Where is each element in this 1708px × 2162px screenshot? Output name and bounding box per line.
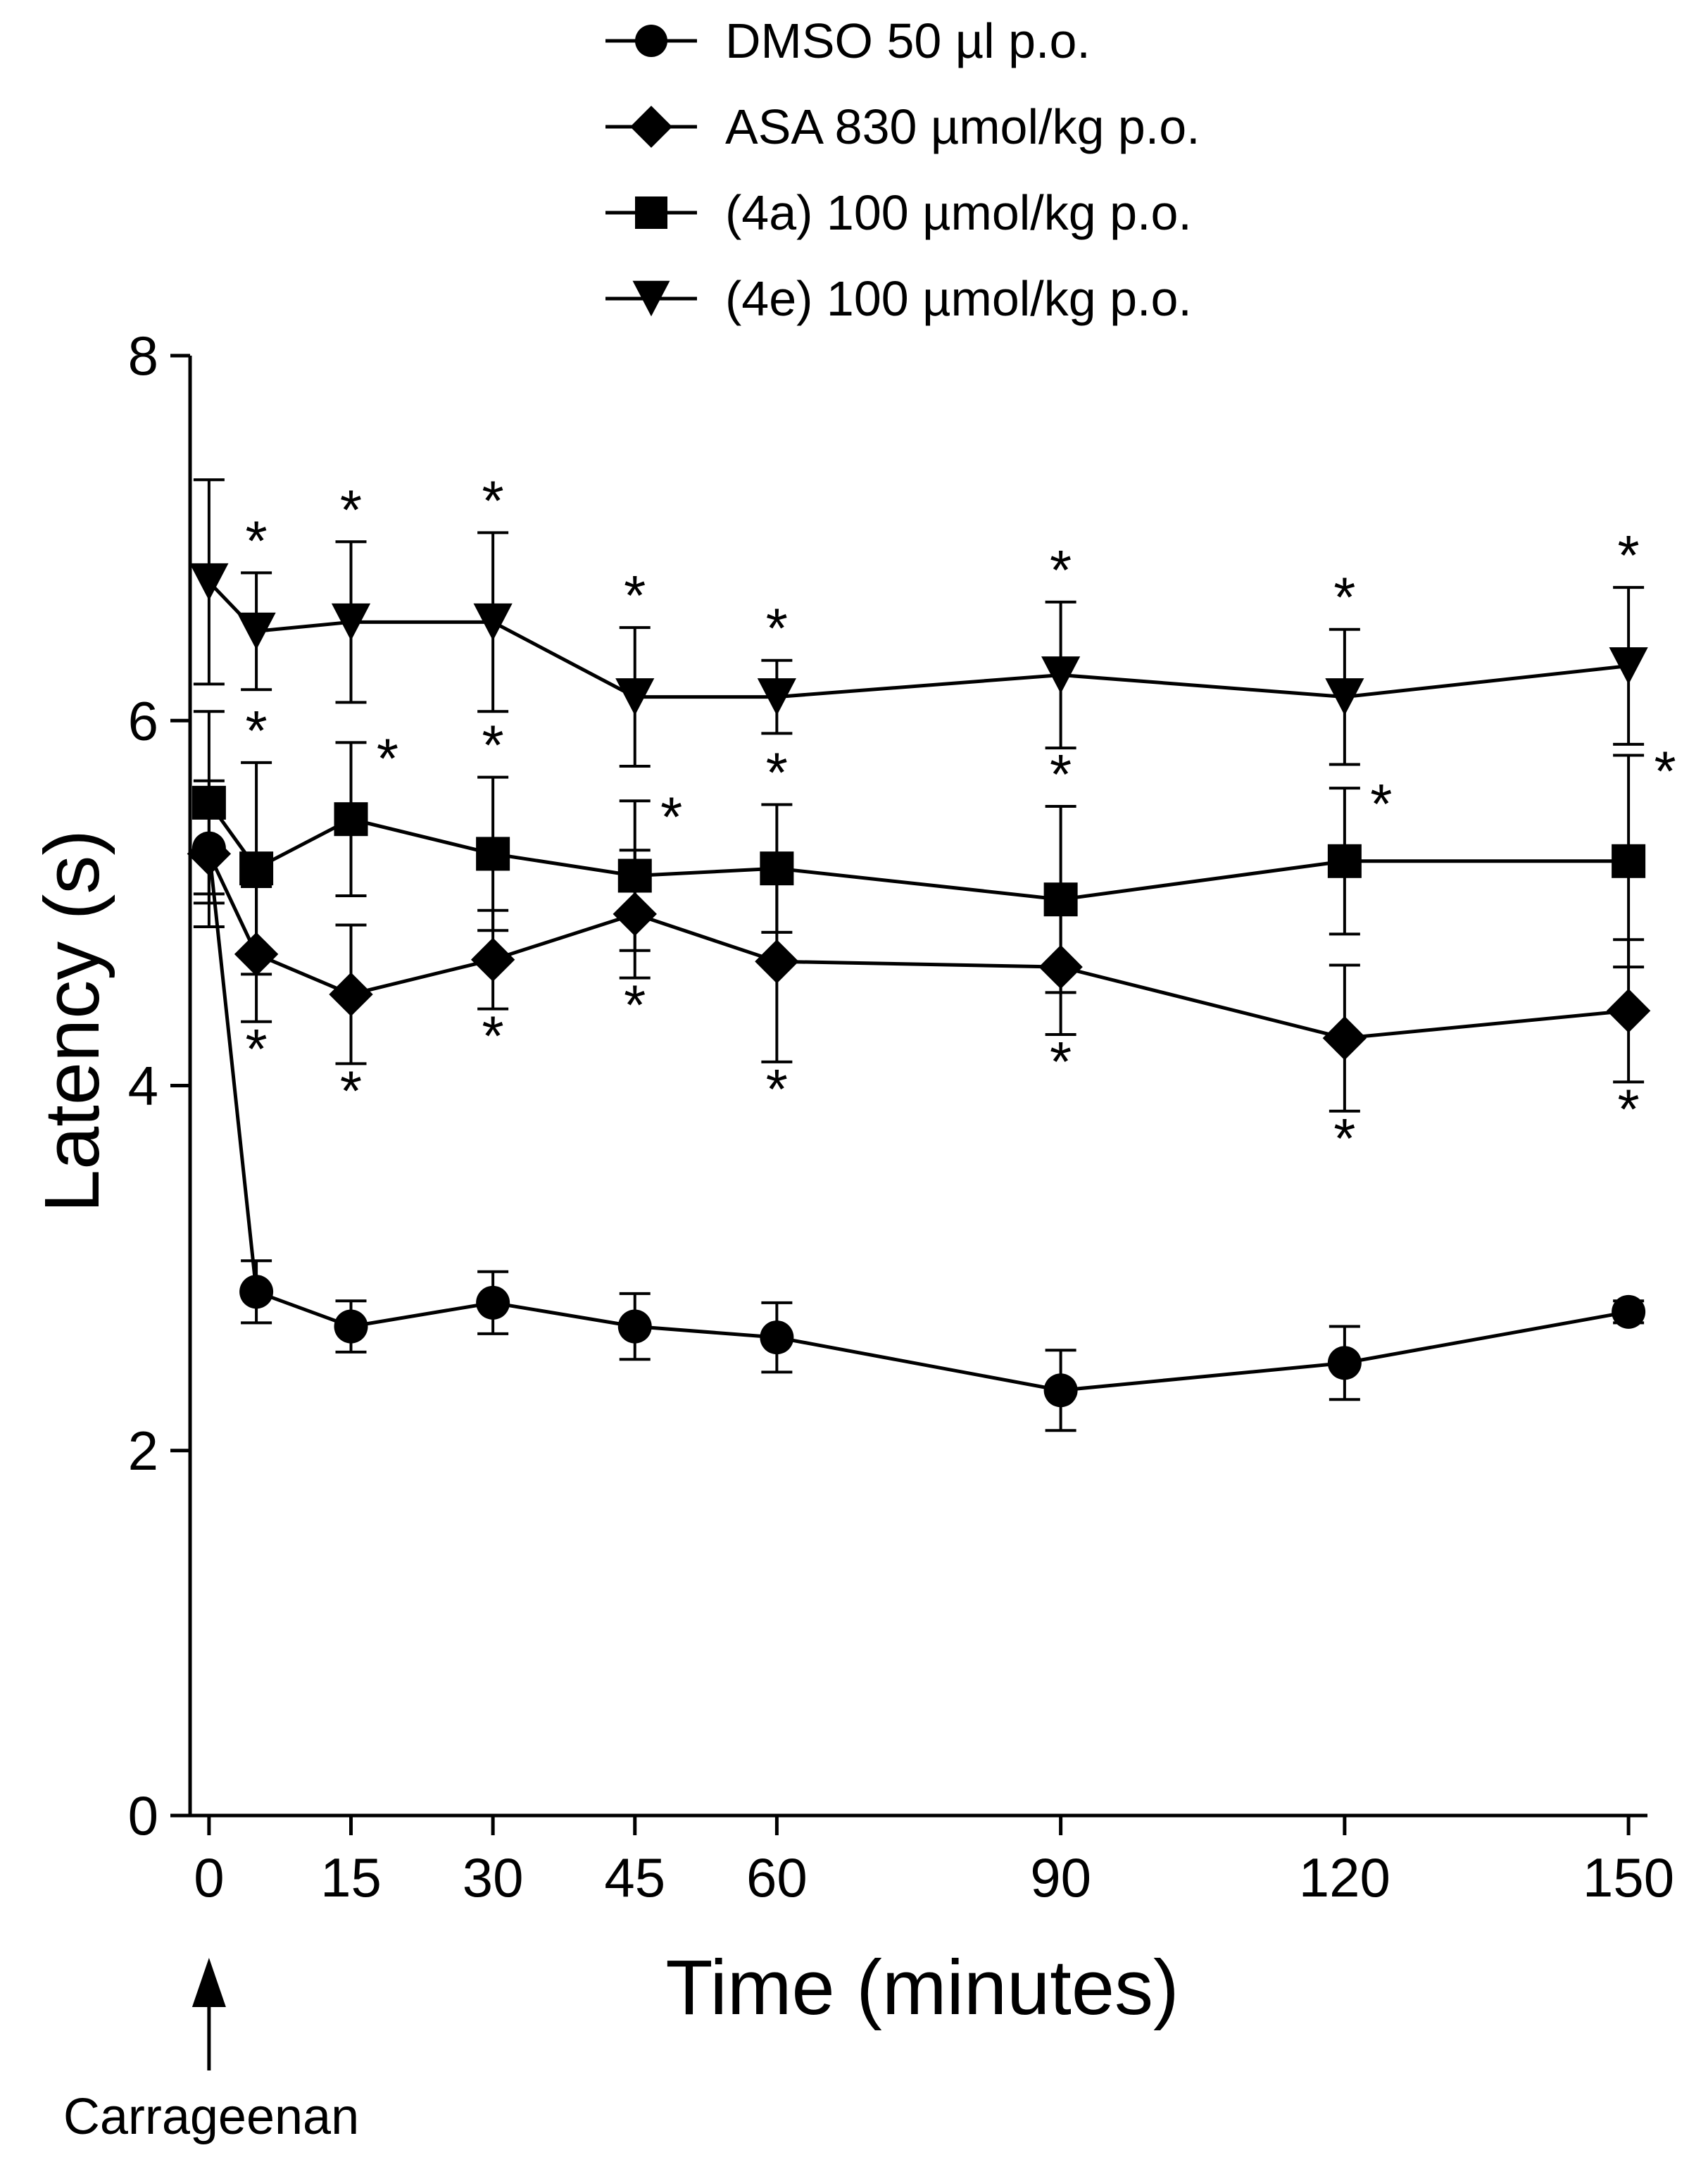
data-point xyxy=(334,1309,368,1344)
series-layer: * * * * * * * * * * * * * * * * * * * * * * * * xyxy=(187,469,1676,1432)
significance-star: * xyxy=(766,1058,788,1120)
data-point xyxy=(189,563,229,601)
legend-item: ASA 830 µmol/kg p.o. xyxy=(605,99,1200,154)
significance-star: * xyxy=(482,1005,504,1068)
significance-star: * xyxy=(1050,539,1072,601)
significance-star: * xyxy=(482,714,504,777)
significance-star: * xyxy=(246,699,268,762)
legend-marker xyxy=(635,25,667,57)
significance-star: * xyxy=(377,727,398,789)
data-point xyxy=(1043,1373,1078,1408)
series-line xyxy=(207,801,1629,901)
series-3: * * * * * * * * xyxy=(189,469,1648,768)
series-1: * * * * * * * * xyxy=(187,779,1651,1170)
significance-star: * xyxy=(246,509,268,572)
legend-label: (4e) 100 µmol/kg p.o. xyxy=(725,271,1192,326)
y-tick-label: 4 xyxy=(128,1055,158,1117)
x-axis-label: Time (minutes) xyxy=(665,1944,1179,2031)
significance-star: * xyxy=(482,469,504,532)
data-point xyxy=(1612,844,1646,878)
significance-star: * xyxy=(766,741,788,804)
significance-star: * xyxy=(1654,739,1676,802)
data-point xyxy=(1325,678,1364,716)
significance-star: * xyxy=(340,478,362,541)
significance-star: * xyxy=(1333,566,1355,629)
x-tick-label: 60 xyxy=(746,1847,808,1908)
x-tick-label: 150 xyxy=(1583,1847,1674,1908)
data-point xyxy=(1327,844,1362,878)
data-point xyxy=(191,785,226,820)
series-line xyxy=(207,848,1629,1392)
significance-star: * xyxy=(1050,743,1072,806)
significance-star: * xyxy=(1050,1030,1072,1093)
data-point xyxy=(470,937,515,982)
legend-label: DMSO 50 µl p.o. xyxy=(725,13,1091,68)
data-point xyxy=(473,603,513,641)
series-0 xyxy=(191,792,1646,1432)
y-axis-label: Latency (s) xyxy=(29,830,115,1213)
significance-star: * xyxy=(1370,773,1392,835)
significance-star: * xyxy=(1618,1077,1640,1140)
x-tick-label: 45 xyxy=(604,1847,665,1908)
x-tick-label: 0 xyxy=(194,1847,224,1908)
significance-star: * xyxy=(1333,1107,1355,1170)
legend-item: (4e) 100 µmol/kg p.o. xyxy=(605,271,1192,326)
legend-item: DMSO 50 µl p.o. xyxy=(605,13,1091,68)
legend-marker xyxy=(630,106,672,148)
series-line xyxy=(208,580,1629,699)
carrageenan-label: Carrageenan xyxy=(63,2089,359,2145)
data-point xyxy=(476,837,510,871)
series-line xyxy=(207,853,1629,1040)
data-point xyxy=(329,972,373,1017)
y-tick-label: 8 xyxy=(128,325,158,387)
legend: DMSO 50 µl p.o. ASA 830 µmol/kg p.o. (4a) … xyxy=(605,13,1200,326)
data-point xyxy=(239,851,274,886)
data-point xyxy=(760,851,794,886)
x-tick-label: 15 xyxy=(320,1847,382,1908)
legend-marker xyxy=(632,280,670,317)
significance-star: * xyxy=(624,564,646,627)
data-point xyxy=(760,1320,794,1355)
y-tick-label: 2 xyxy=(128,1420,158,1482)
x-tick-label: 90 xyxy=(1030,1847,1091,1908)
carrageenan-arrow-head xyxy=(191,1958,226,2007)
data-point xyxy=(1043,882,1078,917)
data-point xyxy=(617,1309,652,1344)
data-point xyxy=(1327,1346,1362,1380)
legend-label: ASA 830 µmol/kg p.o. xyxy=(725,99,1200,154)
significance-star: * xyxy=(340,1059,362,1122)
data-point xyxy=(334,802,368,837)
series-2: * * * * * * * * xyxy=(191,699,1676,994)
data-point xyxy=(617,858,652,893)
x-tick-label: 30 xyxy=(463,1847,524,1908)
data-point xyxy=(476,1285,510,1320)
significance-star: * xyxy=(246,1018,268,1080)
data-point xyxy=(1041,656,1081,694)
data-point xyxy=(237,612,276,650)
significance-star: * xyxy=(660,785,682,848)
significance-star: * xyxy=(624,974,646,1037)
significance-star: * xyxy=(766,597,788,660)
legend-item: (4a) 100 µmol/kg p.o. xyxy=(605,185,1192,240)
legend-label: (4a) 100 µmol/kg p.o. xyxy=(725,185,1192,240)
data-point xyxy=(757,678,796,716)
data-point xyxy=(1322,1016,1367,1061)
data-point xyxy=(331,603,371,641)
data-point xyxy=(1612,1294,1646,1329)
data-point xyxy=(615,678,655,716)
axes: 0 2 4 6 8 0 15 30 45 60 90 120 150 xyxy=(128,325,1674,2070)
y-tick-label: 6 xyxy=(128,689,158,751)
significance-star: * xyxy=(1618,524,1640,587)
data-point xyxy=(239,1275,274,1309)
data-point xyxy=(1606,989,1651,1033)
x-tick-label: 120 xyxy=(1299,1847,1390,1908)
data-point xyxy=(755,939,799,984)
data-point xyxy=(1609,647,1648,685)
y-tick-label: 0 xyxy=(128,1785,158,1847)
legend-marker xyxy=(635,196,667,229)
